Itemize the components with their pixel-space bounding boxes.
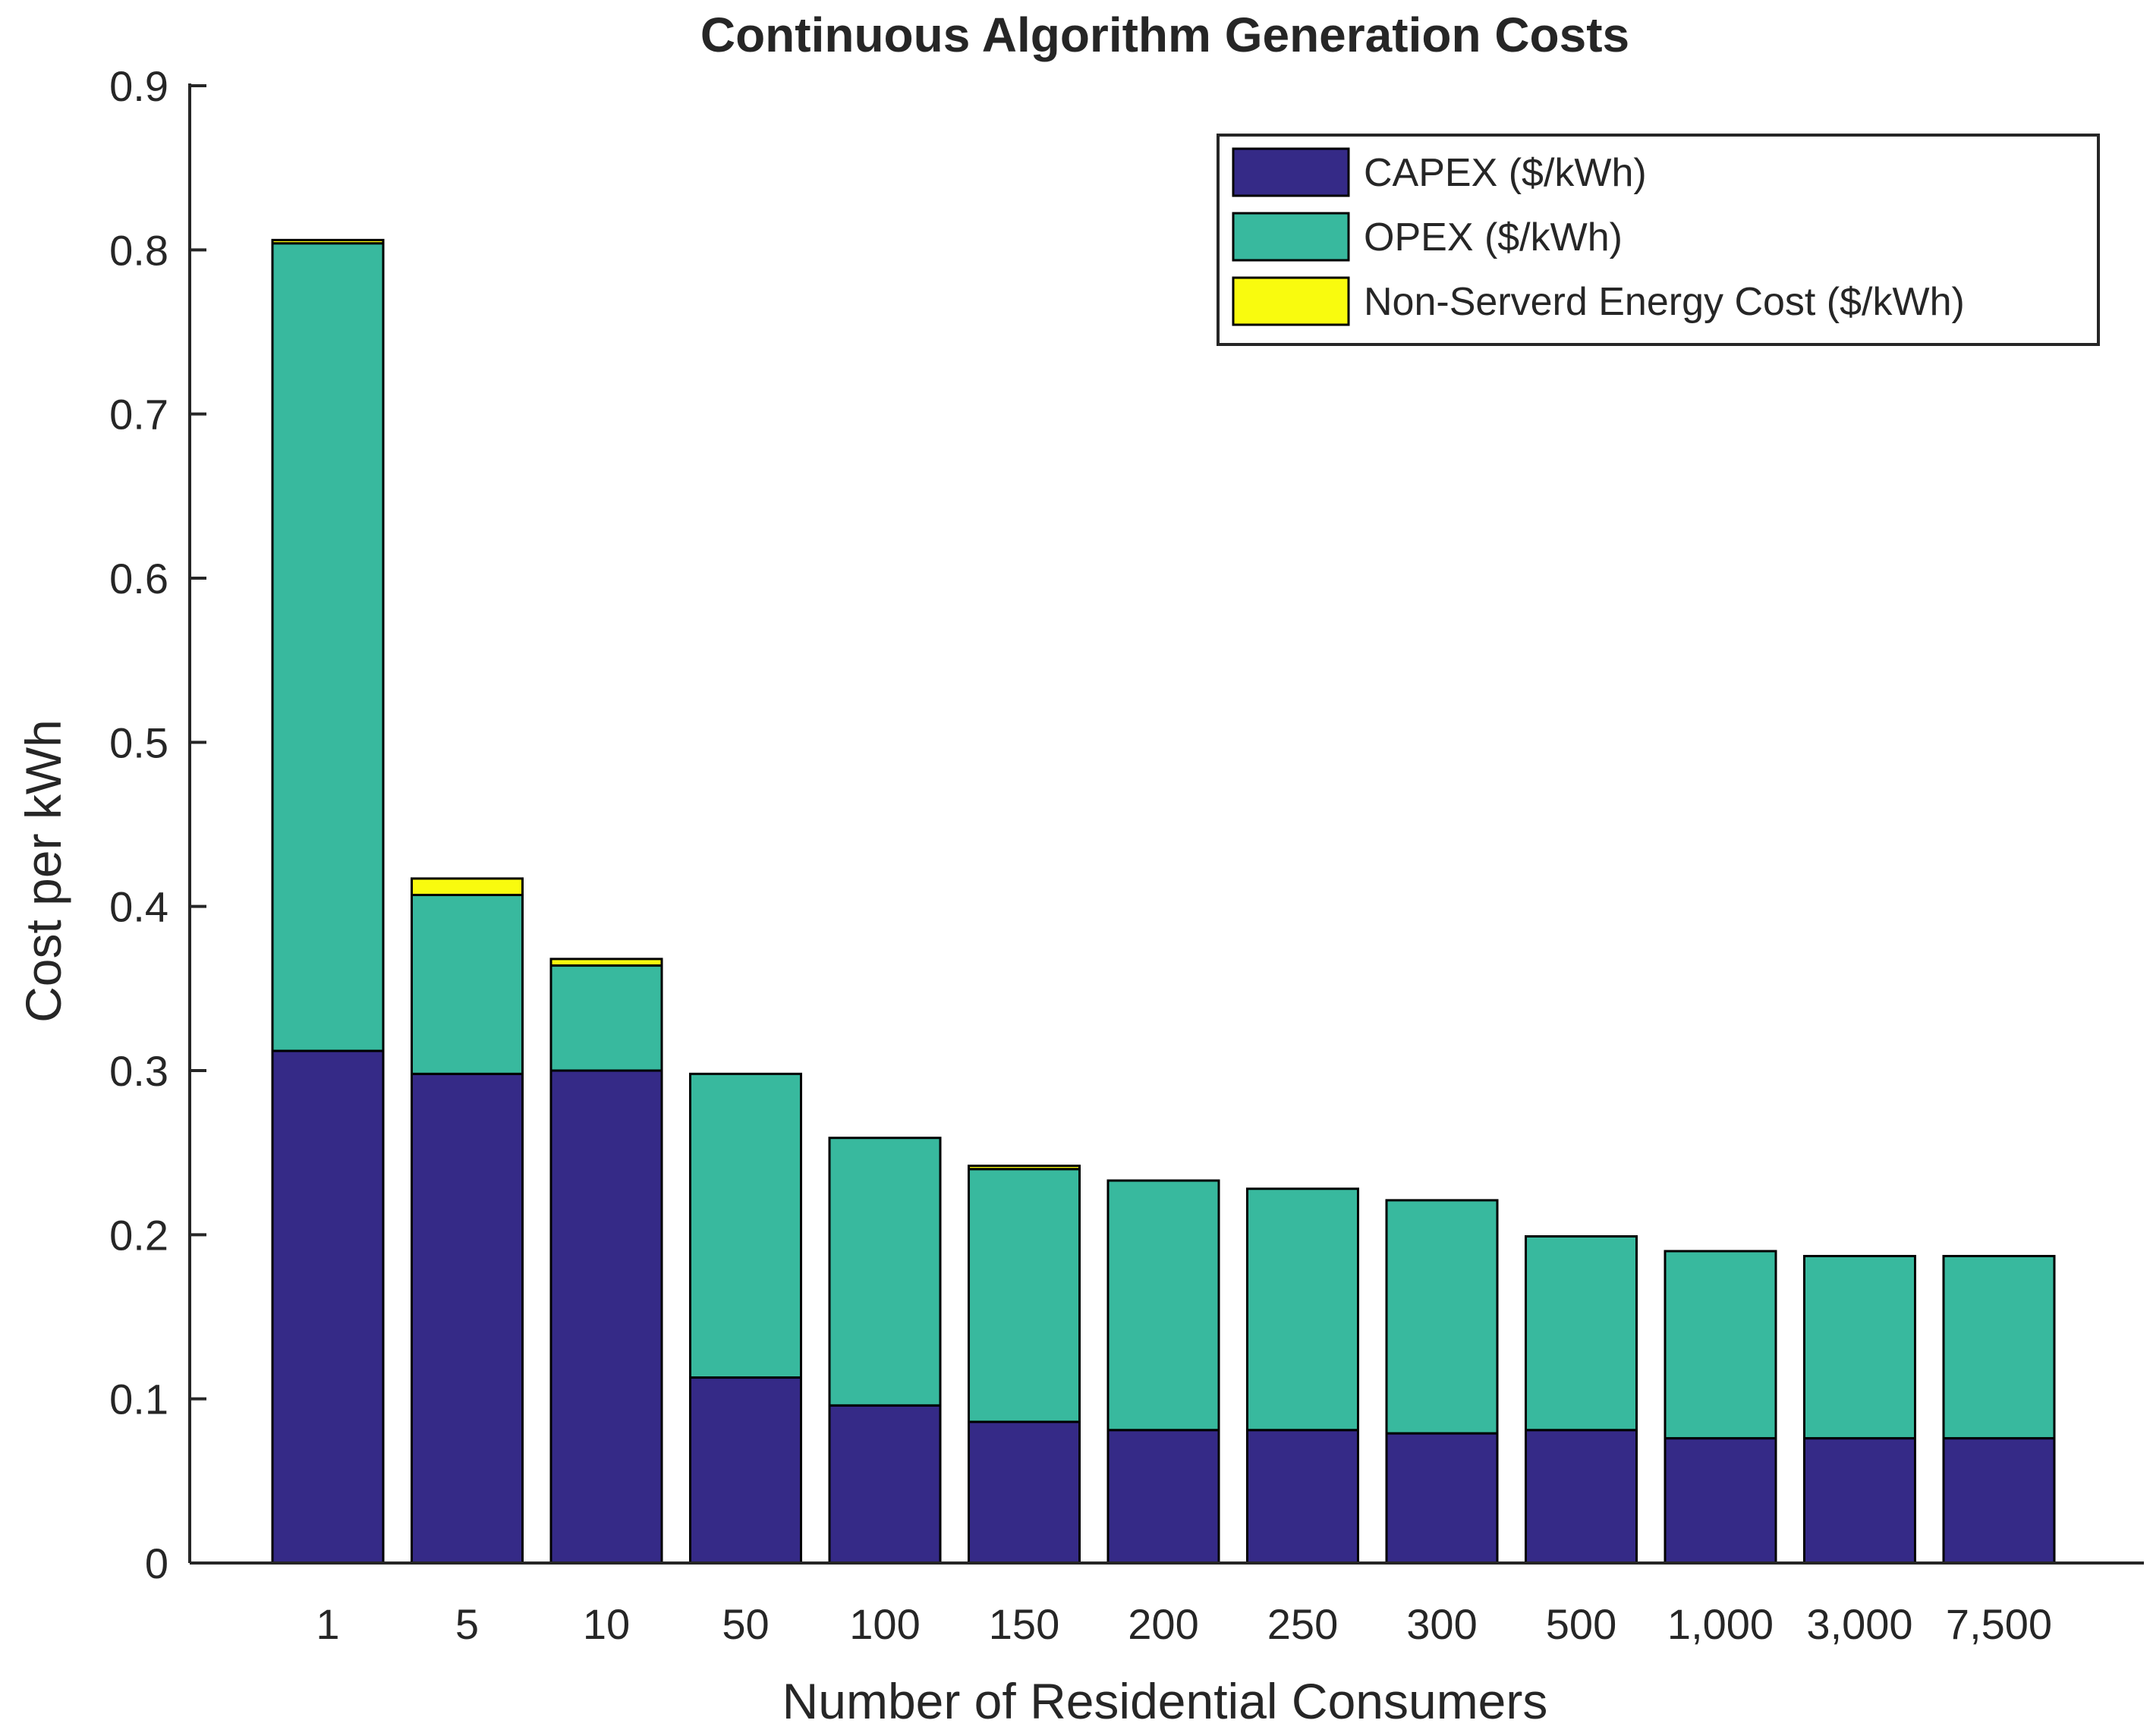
bar-segment — [411, 1072, 524, 1565]
bar-segment — [689, 1376, 802, 1565]
bar-segment — [1525, 1234, 1638, 1432]
legend-label: Non-Serverd Energy Cost ($/kWh) — [1364, 280, 1965, 324]
x-tick-label: 150 — [989, 1600, 1059, 1648]
bar-segment — [828, 1404, 942, 1565]
bar-segment — [828, 1137, 942, 1407]
bar-segment — [968, 1168, 1081, 1423]
y-tick-label: 0.5 — [109, 719, 168, 766]
bar-segment — [1803, 1254, 1916, 1440]
bar-segment — [411, 877, 524, 897]
y-tick-label: 0.8 — [109, 226, 168, 274]
x-tick-label: 5 — [455, 1600, 479, 1648]
x-tick-label: 1,000 — [1667, 1600, 1774, 1648]
legend-label: OPEX ($/kWh) — [1364, 215, 1623, 259]
x-tick-label: 100 — [849, 1600, 920, 1648]
bar-segment — [1942, 1254, 2056, 1440]
bar-segment — [549, 958, 663, 967]
x-tick-label: 10 — [583, 1600, 630, 1648]
legend-swatch — [1232, 276, 1350, 326]
legend-swatch — [1232, 147, 1350, 197]
legend: CAPEX ($/kWh) OPEX ($/kWh) Non-Serverd Ene… — [1217, 134, 2100, 346]
bar-segment — [1664, 1437, 1777, 1565]
y-tick-label: 0.2 — [109, 1211, 168, 1259]
x-axis-label: Number of Residential Consumers — [782, 1673, 1548, 1729]
legend-box — [1217, 134, 2100, 346]
bar-segment — [1106, 1179, 1220, 1432]
bar-segment — [411, 894, 524, 1075]
y-tick-label: 0.3 — [109, 1047, 168, 1095]
x-ticks-group: 1 5 10 50 100 150 200 250 300 500 1,000 3,000 7,500 — [316, 1600, 2052, 1648]
bar-segment — [689, 1072, 802, 1379]
bar-segment — [271, 242, 385, 1052]
bar-segment — [1385, 1199, 1499, 1435]
y-tick-label: 0.9 — [109, 62, 168, 110]
y-axis-label: Cost per kWh — [15, 719, 71, 1023]
bar-segment — [271, 238, 385, 245]
bar-segment — [549, 964, 663, 1072]
bar-segment — [1664, 1250, 1777, 1440]
bar-segment — [968, 1420, 1081, 1565]
x-tick-label: 300 — [1406, 1600, 1477, 1648]
x-tick-label: 250 — [1267, 1600, 1338, 1648]
y-tick-label: 0.7 — [109, 391, 168, 439]
bar-segment — [549, 1069, 663, 1565]
x-tick-label: 3,000 — [1806, 1600, 1912, 1648]
bar-segment — [1246, 1429, 1359, 1565]
x-tick-label: 500 — [1546, 1600, 1616, 1648]
y-tick-label: 0.6 — [109, 555, 168, 602]
bar-segment — [1525, 1429, 1638, 1565]
bar-segment — [968, 1164, 1081, 1171]
bar-segment — [1803, 1437, 1916, 1565]
chart-title: Continuous Algorithm Generation Costs — [700, 8, 1629, 62]
y-tick-label: 0.1 — [109, 1376, 168, 1423]
y-tick-label: 0 — [145, 1539, 168, 1587]
y-tick-label: 0.4 — [109, 883, 168, 931]
y-ticks-group: 0 0.1 0.2 0.3 0.4 0.5 0.6 0.7 0.8 0.9 — [109, 62, 206, 1587]
x-tick-label: 7,500 — [1946, 1600, 2052, 1648]
bars-group — [271, 238, 2056, 1565]
bar-segment — [1106, 1429, 1220, 1565]
legend-label: CAPEX ($/kWh) — [1364, 151, 1647, 195]
bar-segment — [1246, 1187, 1359, 1432]
bar-segment — [271, 1049, 385, 1565]
bar-segment — [1385, 1432, 1499, 1565]
bar-segment — [1942, 1437, 2056, 1565]
x-tick-label: 50 — [722, 1600, 769, 1648]
x-tick-label: 1 — [316, 1600, 339, 1648]
legend-swatch — [1232, 212, 1350, 262]
x-tick-label: 200 — [1128, 1600, 1198, 1648]
